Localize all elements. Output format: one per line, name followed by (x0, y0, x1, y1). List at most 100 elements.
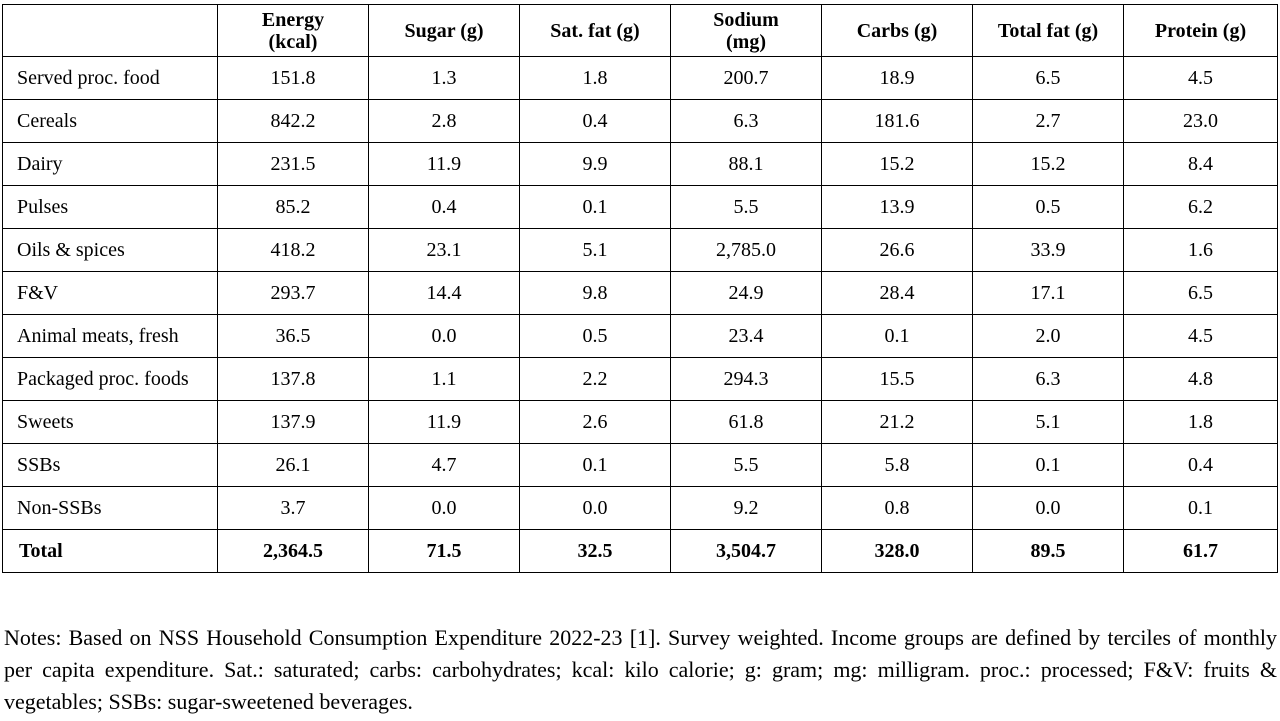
table-cell: 23.1 (368, 228, 520, 272)
table-cell: 200.7 (670, 56, 822, 100)
table-cell: 181.6 (821, 99, 973, 143)
table-cell: 2,785.0 (670, 228, 822, 272)
table-body: Served proc. food 151.8 1.3 1.8 200.7 18.9 6.5… (2, 56, 1278, 573)
header-cell-sodium: Sodium (mg) (670, 4, 822, 57)
row-label: Total (2, 529, 218, 573)
table-cell: 5.1 (519, 228, 671, 272)
table-cell: 1.8 (519, 56, 671, 100)
table-cell: 3.7 (217, 486, 369, 530)
table-cell: 28.4 (821, 271, 973, 315)
table-cell: 36.5 (217, 314, 369, 358)
row-label: Pulses (2, 185, 218, 229)
table-cell: 4.8 (1123, 357, 1278, 401)
table-cell: 2.8 (368, 99, 520, 143)
table-cell: 418.2 (217, 228, 369, 272)
header-cell-total-fat: Total fat (g) (972, 4, 1124, 57)
table-cell: 2,364.5 (217, 529, 369, 573)
table-cell: 15.2 (821, 142, 973, 186)
table-cell: 6.5 (972, 56, 1124, 100)
table-cell: 0.5 (972, 185, 1124, 229)
table-row: SSBs 26.1 4.7 0.1 5.5 5.8 0.1 0.4 (2, 443, 1278, 487)
table-cell: 0.8 (821, 486, 973, 530)
table-cell: 61.7 (1123, 529, 1278, 573)
table-cell: 11.9 (368, 400, 520, 444)
table-cell: 294.3 (670, 357, 822, 401)
header-sodium-label: Sodium (mg) (713, 8, 779, 53)
table-row: Oils & spices 418.2 23.1 5.1 2,785.0 26.6 33.9… (2, 228, 1278, 272)
table-cell: 0.0 (368, 314, 520, 358)
table-cell: 14.4 (368, 271, 520, 315)
table-cell: 231.5 (217, 142, 369, 186)
table-notes: Notes: Based on NSS Household Consumptio… (4, 625, 1277, 714)
table-cell: 4.5 (1123, 314, 1278, 358)
table-cell: 15.5 (821, 357, 973, 401)
table-row: Dairy 231.5 11.9 9.9 88.1 15.2 15.2 8.4 (2, 142, 1278, 186)
table-cell: 5.5 (670, 185, 822, 229)
row-label: Non-SSBs (2, 486, 218, 530)
table-cell: 4.7 (368, 443, 520, 487)
header-energy-label: Energy (kcal) (261, 8, 325, 53)
table-row: Non-SSBs 3.7 0.0 0.0 9.2 0.8 0.0 0.1 (2, 486, 1278, 530)
table-cell: 17.1 (972, 271, 1124, 315)
row-label: Cereals (2, 99, 218, 143)
table-cell: 9.8 (519, 271, 671, 315)
table-cell: 0.1 (1123, 486, 1278, 530)
table-cell: 23.4 (670, 314, 822, 358)
table-cell: 6.3 (972, 357, 1124, 401)
header-cell-carbs: Carbs (g) (821, 4, 973, 57)
table-cell: 9.2 (670, 486, 822, 530)
row-label: Dairy (2, 142, 218, 186)
table-cell: 21.2 (821, 400, 973, 444)
table-cell: 137.8 (217, 357, 369, 401)
table-cell: 0.5 (519, 314, 671, 358)
table-cell: 2.6 (519, 400, 671, 444)
table-cell: 32.5 (519, 529, 671, 573)
table-cell: 0.4 (368, 185, 520, 229)
table-cell: 0.0 (519, 486, 671, 530)
table-cell: 26.1 (217, 443, 369, 487)
table-cell: 6.2 (1123, 185, 1278, 229)
nutrition-table-container: Energy (kcal) Sugar (g) Sat. fat (g) Sod… (2, 4, 1278, 573)
table-cell: 842.2 (217, 99, 369, 143)
table-row: Cereals 842.2 2.8 0.4 6.3 181.6 2.7 23.0 (2, 99, 1278, 143)
table-cell: 1.8 (1123, 400, 1278, 444)
table-cell: 3,504.7 (670, 529, 822, 573)
table-cell: 4.5 (1123, 56, 1278, 100)
table-cell: 23.0 (1123, 99, 1278, 143)
table-cell: 2.7 (972, 99, 1124, 143)
table-cell: 61.8 (670, 400, 822, 444)
table-cell: 1.6 (1123, 228, 1278, 272)
table-cell: 293.7 (217, 271, 369, 315)
table-cell: 2.0 (972, 314, 1124, 358)
table-cell: 1.3 (368, 56, 520, 100)
table-cell: 71.5 (368, 529, 520, 573)
table-cell: 5.5 (670, 443, 822, 487)
table-cell: 0.0 (972, 486, 1124, 530)
header-cell-protein: Protein (g) (1123, 4, 1278, 57)
table-cell: 26.6 (821, 228, 973, 272)
table-cell: 11.9 (368, 142, 520, 186)
table-cell: 0.4 (1123, 443, 1278, 487)
table-cell: 88.1 (670, 142, 822, 186)
table-cell: 5.1 (972, 400, 1124, 444)
table-cell: 13.9 (821, 185, 973, 229)
table-cell: 6.3 (670, 99, 822, 143)
table-cell: 18.9 (821, 56, 973, 100)
table-cell: 9.9 (519, 142, 671, 186)
table-cell: 151.8 (217, 56, 369, 100)
row-label: Animal meats, fresh (2, 314, 218, 358)
table-total-row: Total 2,364.5 71.5 32.5 3,504.7 328.0 89.5 61.7 (2, 529, 1278, 573)
table-cell: 0.1 (519, 443, 671, 487)
table-cell: 137.9 (217, 400, 369, 444)
table-cell: 0.0 (368, 486, 520, 530)
table-row: Sweets 137.9 11.9 2.6 61.8 21.2 5.1 1.8 (2, 400, 1278, 444)
table-cell: 0.1 (821, 314, 973, 358)
table-cell: 8.4 (1123, 142, 1278, 186)
table-row: Packaged proc. foods 137.8 1.1 2.2 294.3 15.5… (2, 357, 1278, 401)
table-row: Pulses 85.2 0.4 0.1 5.5 13.9 0.5 6.2 (2, 185, 1278, 229)
header-cell-corner (2, 4, 218, 57)
table-cell: 1.1 (368, 357, 520, 401)
table-cell: 33.9 (972, 228, 1124, 272)
row-label: Served proc. food (2, 56, 218, 100)
header-cell-energy: Energy (kcal) (217, 4, 369, 57)
